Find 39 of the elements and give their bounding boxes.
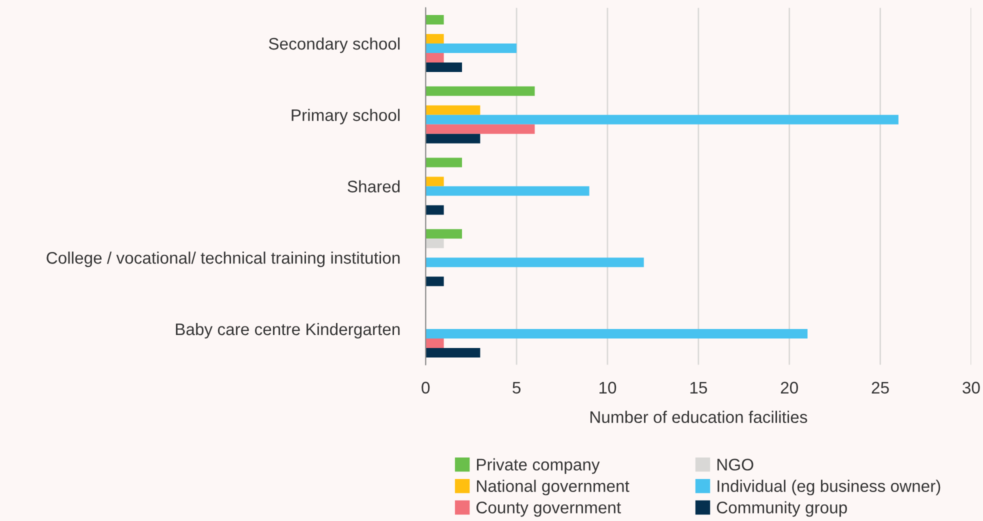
x-tick-label: 0 <box>422 382 430 394</box>
y-tick-label: Shared <box>348 180 400 192</box>
bar <box>426 44 517 54</box>
bar <box>426 258 644 268</box>
bar <box>426 176 444 186</box>
bar <box>426 134 480 144</box>
legend-label: National government <box>477 480 630 496</box>
y-tick-label: Primary school <box>292 108 400 124</box>
x-tick-label: 5 <box>512 382 521 394</box>
bar <box>426 158 462 168</box>
bar <box>426 53 444 63</box>
bar <box>426 348 480 358</box>
y-tick-label: Baby care centre Kindergarten <box>176 322 400 339</box>
x-tick-label: 15 <box>690 382 707 394</box>
legend-label: Private company <box>477 458 600 474</box>
bar <box>426 329 808 339</box>
legend-label: NGO <box>717 458 754 471</box>
bar <box>426 205 444 215</box>
x-axis-title: Number of education facilities <box>590 410 808 424</box>
bar <box>426 114 898 124</box>
bar <box>426 62 462 72</box>
y-tick-label: College / vocational/ technical training institution <box>46 252 400 268</box>
bar <box>426 338 444 348</box>
bar <box>426 86 535 96</box>
bar <box>426 105 480 115</box>
legend-label: Community group <box>716 501 847 517</box>
x-tick-label: 10 <box>599 382 616 394</box>
bar <box>426 186 590 196</box>
bar <box>426 14 444 24</box>
bar <box>426 276 444 286</box>
legend-label: County government <box>476 502 621 517</box>
x-tick-label: 30 <box>962 382 980 394</box>
legend-label: Individual (eg business owner) <box>718 480 940 496</box>
y-tick-label: Secondary school <box>268 37 400 53</box>
bar <box>426 124 535 134</box>
bar <box>426 229 462 239</box>
bar <box>426 34 444 44</box>
x-tick-label: 20 <box>780 382 798 394</box>
x-tick-label: 25 <box>872 382 889 394</box>
